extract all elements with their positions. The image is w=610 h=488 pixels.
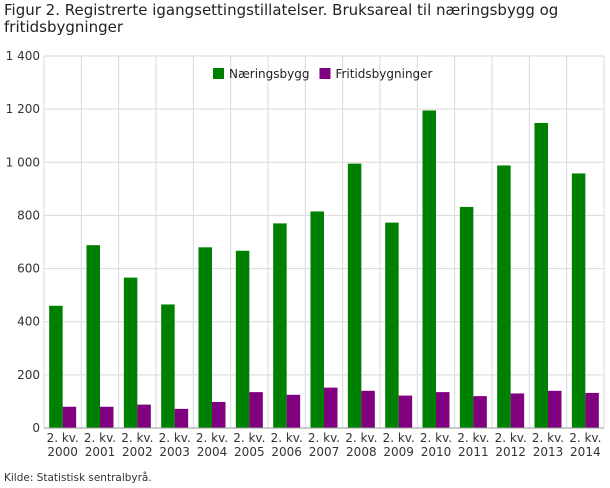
legend-label[interactable]: Fritidsbygninger: [335, 67, 432, 81]
legend-swatch: [319, 68, 331, 79]
y-tick-label: 0: [32, 421, 40, 435]
x-tick-label: 2. kv. 2012: [495, 431, 527, 459]
bar-fritidsbygninger[interactable]: [100, 406, 114, 428]
bar-naeringsbygg[interactable]: [422, 110, 437, 428]
bar-fritidsbygninger[interactable]: [137, 404, 151, 428]
bar-fritidsbygninger[interactable]: [398, 395, 413, 428]
legend[interactable]: Næringsbygg Fritidsbygninger: [213, 67, 433, 81]
bar-naeringsbygg[interactable]: [310, 211, 325, 428]
bar-layer: [49, 110, 599, 429]
bar-fritidsbygninger[interactable]: [473, 396, 487, 428]
bar-fritidsbygninger[interactable]: [361, 390, 375, 428]
bar-naeringsbygg[interactable]: [534, 122, 549, 429]
bar-naeringsbygg[interactable]: [161, 304, 175, 428]
x-tick-label: 2. kv. 2001: [84, 431, 116, 459]
y-tick-label: 200: [17, 368, 40, 382]
x-tick-label: 2. kv. 2003: [159, 431, 191, 459]
y-tick-label: 600: [17, 262, 40, 276]
legend-label[interactable]: Næringsbygg: [229, 67, 309, 81]
x-tick-label: 2. kv. 2005: [233, 431, 265, 459]
bar-naeringsbygg[interactable]: [385, 222, 399, 428]
bar-naeringsbygg[interactable]: [273, 223, 287, 428]
bar-fritidsbygninger[interactable]: [212, 401, 226, 428]
bar-naeringsbygg[interactable]: [86, 245, 101, 428]
x-tick-label: 2. kv. 2010: [420, 431, 452, 459]
bar-fritidsbygninger[interactable]: [62, 406, 77, 428]
y-tick-label: 800: [17, 208, 40, 222]
bar-fritidsbygninger[interactable]: [510, 393, 525, 428]
x-tick-label: 2. kv. 2004: [196, 431, 228, 459]
bar-naeringsbygg[interactable]: [571, 173, 586, 428]
y-tick-label: 400: [17, 315, 40, 329]
x-tick-label: 2. kv. 2013: [532, 431, 564, 459]
x-tick-label: 2. kv. 2009: [383, 431, 415, 459]
bar-naeringsbygg[interactable]: [198, 247, 213, 428]
bar-fritidsbygninger[interactable]: [548, 390, 562, 428]
bar-fritidsbygninger[interactable]: [249, 392, 263, 428]
y-tick-label: 1 400: [6, 49, 40, 63]
bar-fritidsbygninger[interactable]: [286, 394, 301, 428]
x-tick-label: 2. kv. 2011: [457, 431, 489, 459]
bar-naeringsbygg[interactable]: [347, 163, 362, 428]
x-tick-label: 2. kv. 2000: [47, 431, 79, 459]
source-note: Kilde: Statistisk sentralbyrå.: [4, 472, 152, 484]
x-tick-label: 2. kv. 2014: [569, 431, 601, 459]
x-tick-label: 2. kv. 2006: [271, 431, 303, 459]
bar-naeringsbygg[interactable]: [459, 206, 474, 428]
bar-naeringsbygg[interactable]: [49, 305, 63, 428]
chart-title: Figur 2. Registrerte igangsettingstillat…: [4, 1, 559, 36]
x-tick-label: 2. kv. 2008: [345, 431, 377, 459]
x-tick-label: 2. kv. 2007: [308, 431, 340, 459]
bar-fritidsbygninger[interactable]: [324, 387, 338, 428]
x-tick-label: 2. kv. 2002: [121, 431, 153, 459]
bar-fritidsbygninger[interactable]: [174, 408, 189, 428]
legend-swatch: [213, 68, 224, 79]
y-tick-label: 1 200: [6, 102, 40, 116]
y-tick-label: 1 000: [6, 155, 40, 169]
bar-naeringsbygg[interactable]: [123, 277, 138, 428]
bar-naeringsbygg[interactable]: [497, 165, 511, 428]
bar-naeringsbygg[interactable]: [235, 250, 250, 428]
bar-fritidsbygninger[interactable]: [436, 392, 450, 428]
bar-fritidsbygninger[interactable]: [585, 392, 599, 428]
